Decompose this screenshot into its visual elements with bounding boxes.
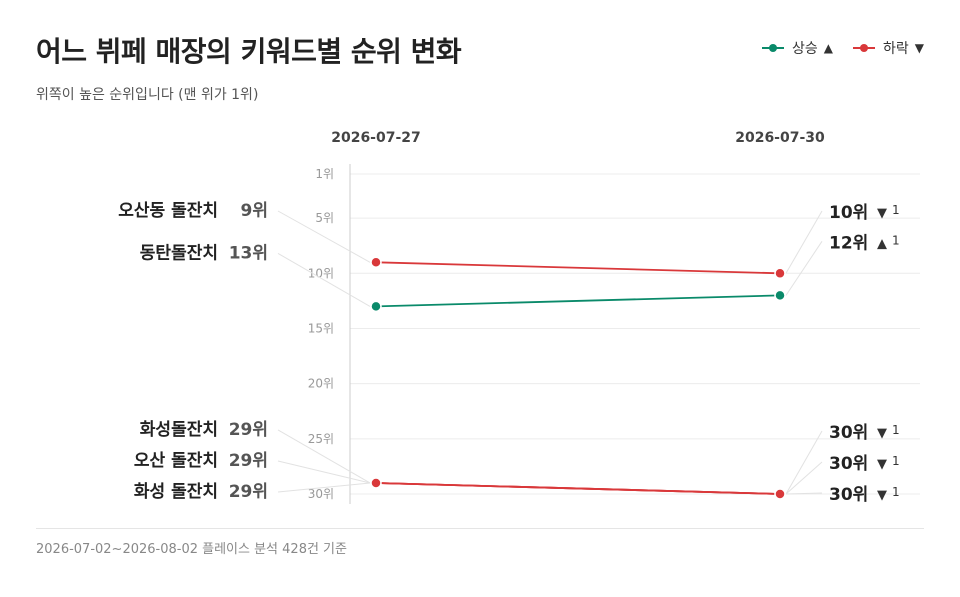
end-point xyxy=(774,289,786,302)
change-value-label: 1 xyxy=(892,485,900,499)
end-rank-label: 10위 xyxy=(829,203,868,223)
series-name-label: 화성돌잔치 xyxy=(140,420,218,440)
series-name-label: 오산동 돌잔치 xyxy=(118,201,218,221)
end-connector xyxy=(785,461,823,495)
start-rank-label: 9위 xyxy=(241,201,268,221)
y-tick-label: 5위 xyxy=(315,211,334,225)
end-rank-label: 30위 xyxy=(829,454,868,474)
change-arrow-icon: ▼ xyxy=(877,206,887,221)
series-name-label: 오산 돌잔치 xyxy=(134,451,218,471)
legend-up-label: 상승 xyxy=(792,41,818,57)
change-arrow-icon: ▼ xyxy=(877,488,887,503)
y-tick-label: 20위 xyxy=(308,377,334,391)
change-value-label: 1 xyxy=(892,203,900,217)
series-line xyxy=(375,294,781,308)
chart-subtitle: 위쪽이 높은 순위입니다 (맨 위가 1위) xyxy=(36,87,259,103)
end-rank-label: 12위 xyxy=(829,233,868,253)
change-arrow-icon: ▼ xyxy=(877,426,887,441)
legend-down-swatch xyxy=(853,42,875,54)
legend-item-down: 하락 ▼ xyxy=(853,38,924,58)
start-point xyxy=(370,477,382,489)
end-rank-label: 30위 xyxy=(829,485,868,505)
change-arrow-icon: ▼ xyxy=(877,457,887,472)
legend-up-swatch xyxy=(762,42,784,54)
series-line xyxy=(375,482,781,495)
start-rank-label: 29위 xyxy=(229,420,268,440)
y-tick-label: 25위 xyxy=(308,432,334,446)
legend: 상승 ▲ 하락 ▼ xyxy=(742,38,924,58)
end-point xyxy=(774,267,786,280)
start-rank-label: 13위 xyxy=(229,243,268,263)
end-connector xyxy=(785,241,823,296)
legend-down-arrow-icon: ▼ xyxy=(914,41,924,55)
column-header: 2026-07-27 xyxy=(331,130,421,146)
footer-divider xyxy=(36,528,924,529)
y-tick-label: 10위 xyxy=(308,266,334,280)
y-tick-label: 1위 xyxy=(315,167,334,181)
y-tick-label: 15위 xyxy=(308,321,334,335)
change-arrow-icon: ▲ xyxy=(877,236,887,251)
chart-title: 어느 뷔페 매장의 키워드별 순위 변화 xyxy=(36,35,462,68)
end-connector xyxy=(785,430,823,495)
footer-note: 2026-07-02~2026-08-02 플레이스 분석 428건 기준 xyxy=(36,542,347,557)
end-point xyxy=(774,488,786,500)
change-value-label: 1 xyxy=(892,423,900,437)
series-name-label: 화성 돌잔치 xyxy=(134,482,218,502)
series-name-label: 동탄돌잔치 xyxy=(140,243,218,263)
change-value-label: 1 xyxy=(892,233,900,247)
start-rank-label: 29위 xyxy=(229,451,268,471)
start-rank-label: 29위 xyxy=(229,482,268,502)
legend-item-up: 상승 ▲ xyxy=(762,38,833,58)
start-point xyxy=(370,256,382,269)
start-connector xyxy=(277,210,371,263)
end-connector xyxy=(785,210,823,274)
change-value-label: 1 xyxy=(892,454,900,468)
y-tick-label: 30위 xyxy=(308,487,334,501)
end-connector xyxy=(785,492,823,495)
end-rank-label: 30위 xyxy=(829,423,868,443)
start-point xyxy=(370,300,382,313)
start-connector xyxy=(277,482,371,493)
start-connector xyxy=(277,460,371,484)
start-connector xyxy=(277,252,371,307)
series-line xyxy=(375,261,781,275)
legend-down-label: 하락 xyxy=(883,41,909,57)
column-header: 2026-07-30 xyxy=(735,130,825,146)
legend-up-arrow-icon: ▲ xyxy=(823,41,833,55)
start-connector xyxy=(277,429,371,484)
